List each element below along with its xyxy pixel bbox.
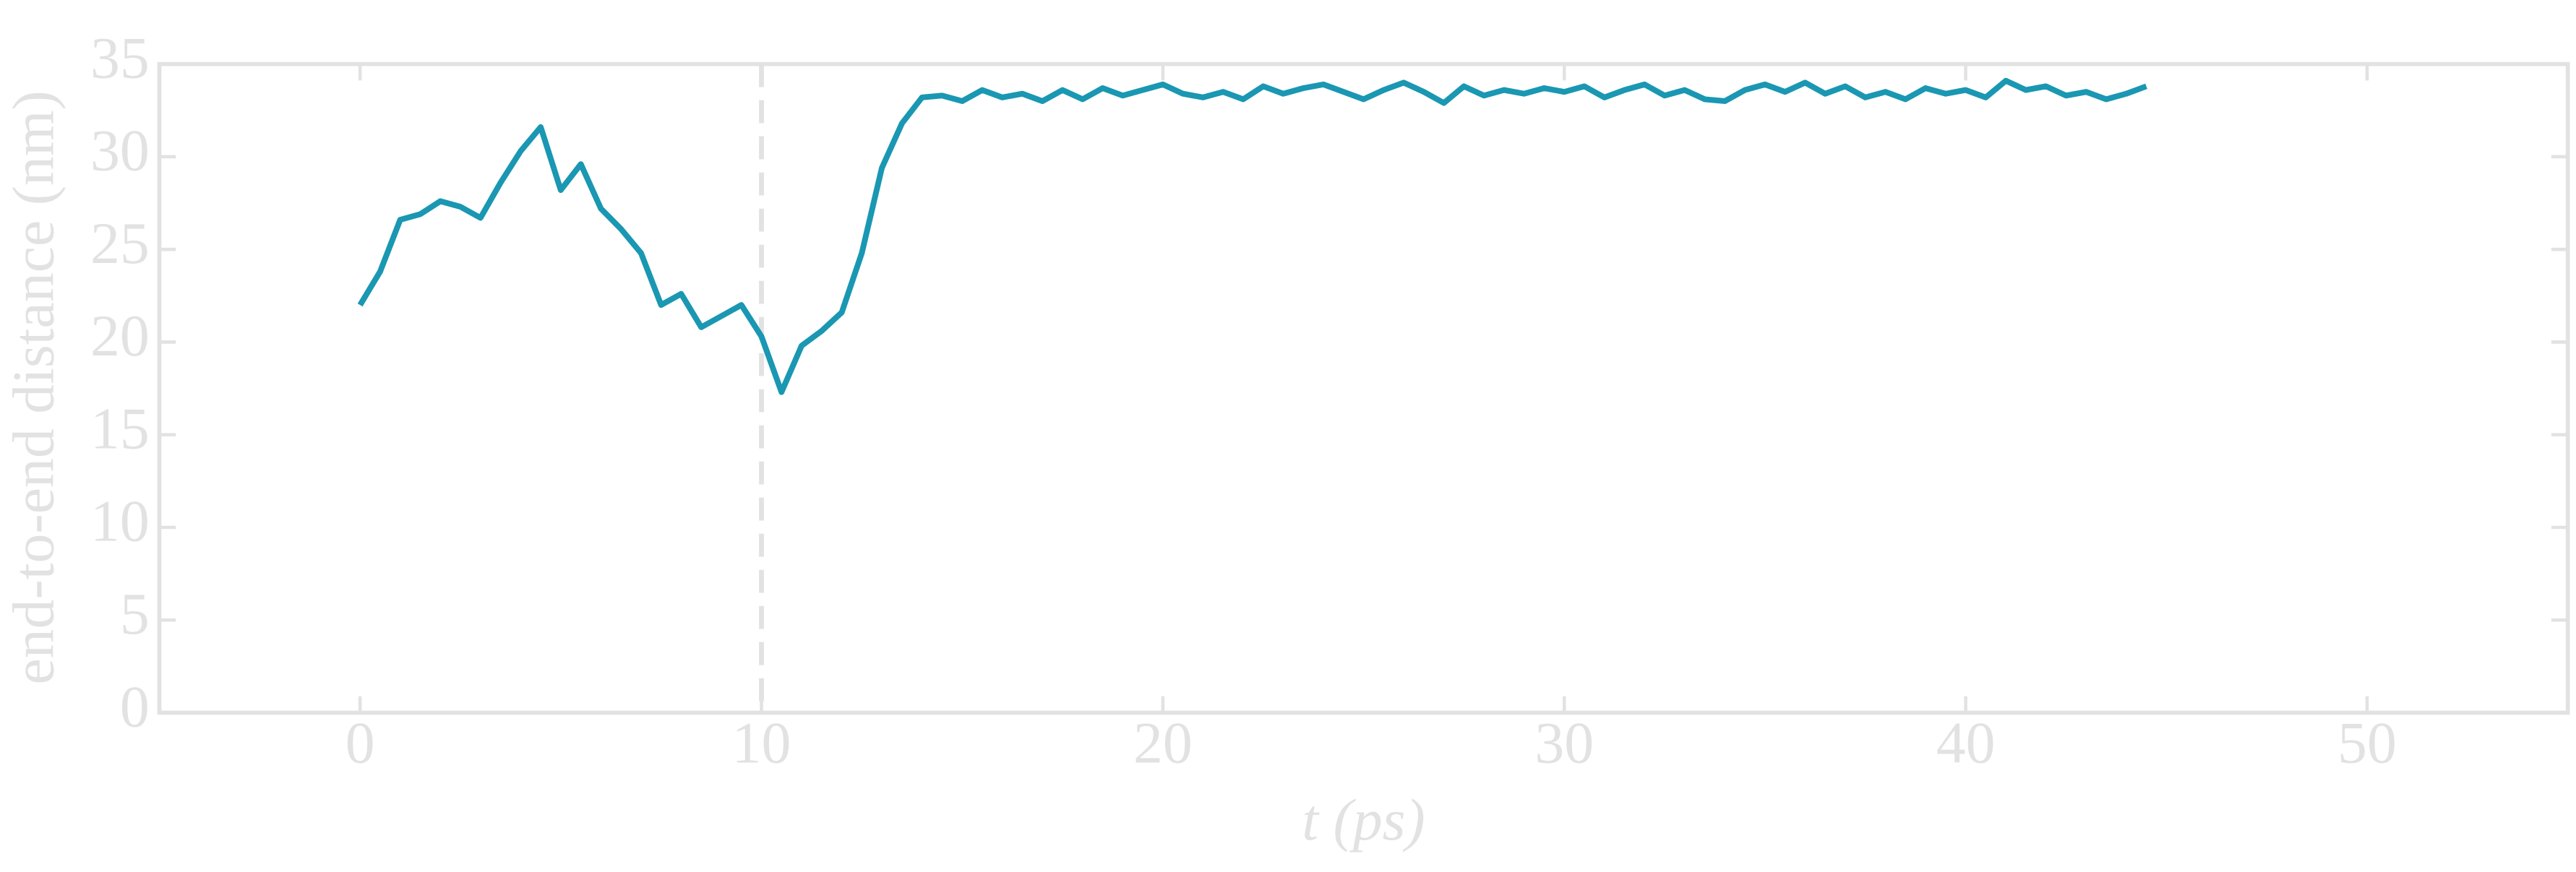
y-tick-label: 30	[90, 118, 150, 184]
x-axis-label: t (ps)	[1302, 787, 1425, 852]
x-tick-label: 20	[1133, 709, 1193, 775]
y-axis-label: end-to-end distance (nm)	[0, 90, 66, 684]
x-tick-label: 50	[2337, 709, 2397, 775]
y-tick-label: 25	[90, 210, 150, 276]
x-tick-label: 0	[345, 709, 375, 775]
y-tick-label: 5	[120, 581, 150, 647]
plot-frame	[157, 61, 2570, 715]
y-tick-label: 0	[120, 673, 150, 739]
x-tick-label: 30	[1534, 709, 1594, 775]
y-tick-label: 10	[90, 488, 150, 554]
y-tick-label: 20	[90, 303, 150, 368]
data-line	[357, 77, 2147, 395]
x-tick-label: 10	[732, 709, 791, 775]
y-tick-label: 15	[90, 395, 150, 461]
x-tick-label: 40	[1936, 709, 1996, 775]
y-tick-label: 35	[90, 25, 150, 90]
